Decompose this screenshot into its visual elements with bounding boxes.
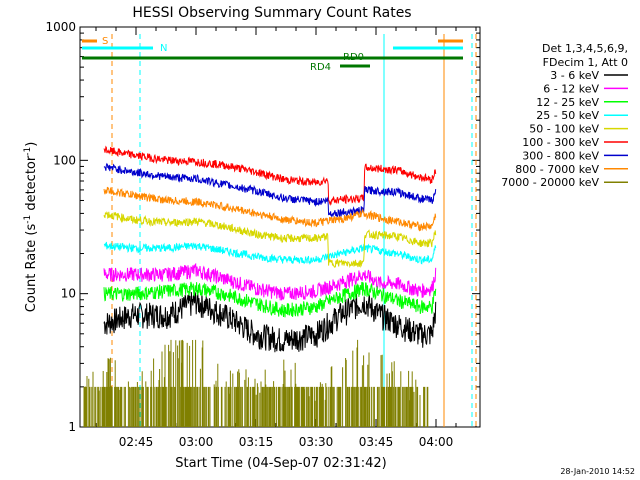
legend-label: 7000 - 20000 keV (501, 176, 599, 189)
x-tick-label: 02:45 (119, 435, 154, 449)
legend-label: 12 - 25 keV (536, 96, 599, 109)
chart-title: HESSI Observing Summary Count Rates (132, 5, 411, 21)
timestamp: 28-Jan-2010 14:52 (560, 467, 635, 476)
x-axis-label: Start Time (04-Sep-07 02:31:42) (175, 456, 386, 471)
legend-label: 800 - 7000 keV (515, 163, 599, 176)
rd4-label: RD4 (310, 62, 331, 73)
legend-label: 6 - 12 keV (543, 82, 599, 95)
legend-label: 100 - 300 keV (522, 136, 599, 149)
saa-label: S (102, 36, 108, 47)
y-tick-label: 1 (68, 420, 76, 434)
series-line-2 (103, 281, 437, 318)
series-line-1 (103, 262, 437, 301)
y-tick-label: 100 (53, 153, 76, 167)
series-line-5 (103, 145, 437, 207)
legend-label: 50 - 100 keV (529, 123, 599, 136)
rd4-bar: RD4 (310, 62, 370, 73)
series-line-7 (103, 186, 437, 232)
vertical-markers (111, 34, 477, 427)
x-tick-label: 04:00 (419, 435, 454, 449)
series-line-8 (83, 339, 429, 427)
y-tick-label: 1000 (45, 20, 76, 34)
series-line-3 (103, 241, 437, 265)
y-axis-label: Count Rate (s-1 detector-1) (23, 142, 39, 313)
x-tick-label: 03:00 (179, 435, 214, 449)
night-bars: N (82, 43, 463, 54)
saa-bars: S (82, 36, 463, 47)
legend: Det 1,3,4,5,6,9, FDecim 1, Att 0 3 - 6 k… (501, 42, 628, 189)
y-axis-ticks: 1 10 100 1000 (45, 20, 480, 434)
legend-header-1: Det 1,3,4,5,6,9, (542, 42, 628, 55)
series-line-6 (103, 162, 437, 218)
legend-label: 3 - 6 keV (550, 69, 599, 82)
legend-label: 25 - 50 keV (536, 109, 599, 122)
x-tick-label: 03:30 (299, 435, 334, 449)
legend-label: 300 - 800 keV (522, 149, 599, 162)
series-line-4 (103, 211, 437, 269)
legend-header-2: FDecim 1, Att 0 (543, 56, 628, 69)
night-label: N (160, 43, 167, 54)
x-tick-label: 03:15 (239, 435, 274, 449)
series-line-0 (103, 290, 437, 353)
rd0-bar: RD0 (82, 52, 463, 63)
x-tick-label: 03:45 (359, 435, 394, 449)
series-lines (83, 145, 437, 427)
rd0-label: RD0 (343, 52, 364, 63)
y-tick-label: 10 (61, 287, 76, 301)
